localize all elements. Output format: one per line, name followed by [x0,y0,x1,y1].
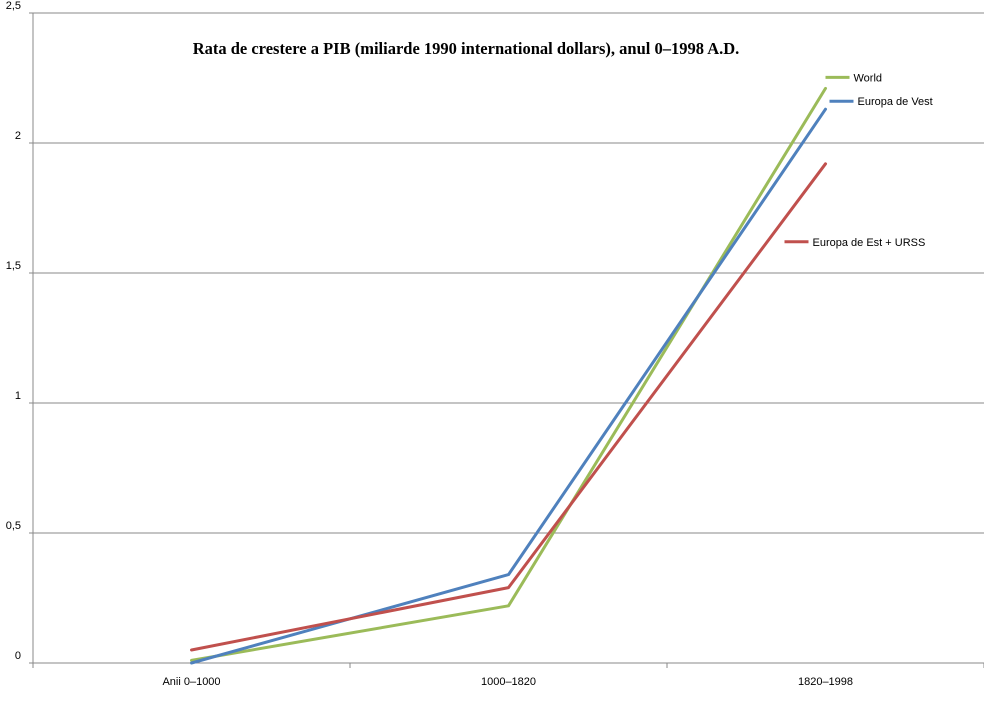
series-line [190,86,827,662]
series-line [190,162,827,652]
y-tick-label: 2 [15,130,21,142]
y-tick-label: 2,5 [6,0,21,12]
legend-label: Europa de Est + URSS [813,237,926,249]
x-tick-label: Anii 0–1000 [162,676,220,688]
series-lines [190,86,827,665]
chart-title: Rata de crestere a PIB (miliarde 1990 in… [193,39,740,58]
gridlines [33,12,984,534]
y-tick-label: 0,5 [6,520,21,532]
axes: 0 0,5 1 1,5 2 2,5 Anii 0–1000 1000–1820 1820–199… [6,0,984,688]
x-tick-label: 1000–1820 [481,676,536,688]
y-tick-label: 1,5 [6,260,21,272]
series-line [190,107,827,665]
x-tick-label: 1820–1998 [798,676,853,688]
legend-label: World [854,72,883,84]
y-tick-label: 0 [15,650,21,662]
y-tick-label: 1 [15,390,21,402]
legend-label: Europa de Vest [858,96,933,108]
legend: World Europa de Vest Europa de Est + URSS [784,72,933,249]
